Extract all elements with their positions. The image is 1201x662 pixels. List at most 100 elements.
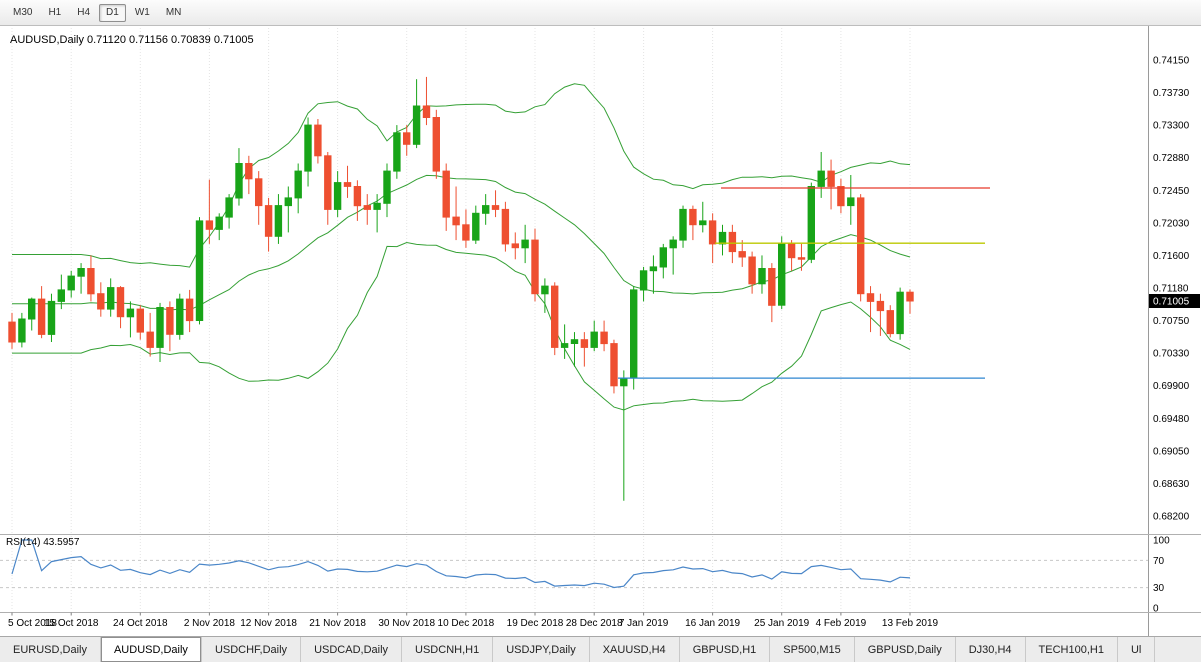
- date-axis-label: 7 Jan 2019: [619, 618, 669, 629]
- candle-body: [689, 208, 697, 226]
- candle-body: [462, 224, 470, 241]
- candle-body: [491, 205, 500, 210]
- candle-body: [343, 182, 352, 187]
- candle-body: [8, 321, 16, 343]
- candle-body: [166, 307, 174, 335]
- timeframe-button-h1[interactable]: H1: [48, 6, 62, 18]
- candle-body: [787, 243, 796, 259]
- candle-body: [136, 308, 145, 333]
- candle-body: [896, 291, 904, 335]
- timeframe-button-mn[interactable]: MN: [165, 6, 182, 18]
- candle-body: [560, 343, 569, 348]
- chart-tab[interactable]: DJ30,H4: [956, 637, 1026, 662]
- chart-tab[interactable]: USDCNH,H1: [402, 637, 494, 662]
- candle-body: [432, 117, 441, 172]
- candle-body: [837, 186, 845, 207]
- candle-body: [886, 310, 894, 335]
- candle-body: [817, 170, 825, 187]
- candle-body: [77, 268, 85, 277]
- chart-tab[interactable]: GBPUSD,Daily: [855, 637, 956, 662]
- timeframe-button-w1[interactable]: W1: [134, 6, 150, 18]
- chart-area[interactable]: 0.74150 0.73730 0.73300 0.72880 0.72450 0.720…: [0, 26, 1201, 636]
- timeframe-button-d1[interactable]: D1: [99, 3, 126, 22]
- candle-body: [501, 208, 510, 245]
- rsi-line: [11, 539, 911, 589]
- candle-body: [442, 170, 450, 218]
- candle-body: [383, 170, 391, 204]
- chart-tab[interactable]: AUDUSD,Daily: [100, 637, 202, 662]
- candle-body: [876, 300, 885, 312]
- candle-body: [324, 155, 332, 210]
- candle-body: [215, 216, 223, 230]
- candle-body: [600, 331, 608, 345]
- price-axis-label: 0.69050: [1153, 446, 1190, 457]
- candle-body: [580, 339, 589, 348]
- candle-body: [708, 220, 717, 245]
- candle-body: [176, 298, 184, 335]
- chart-tab[interactable]: USDCHF,Daily: [202, 637, 302, 662]
- candle-body: [373, 202, 381, 210]
- timeframe-button-h4[interactable]: H4: [77, 6, 91, 18]
- candle-body: [235, 163, 243, 199]
- candle-body: [333, 182, 342, 210]
- chart-tab[interactable]: TECH100,H1: [1026, 637, 1118, 662]
- date-axis-label: 13 Feb 2019: [882, 618, 939, 629]
- date-axis-label: 25 Jan 2019: [754, 618, 809, 629]
- candle-body: [472, 212, 480, 241]
- candle-body: [403, 132, 411, 145]
- chart-tab[interactable]: GBPUSD,H1: [680, 637, 771, 662]
- candle-body: [452, 216, 460, 226]
- candle-body: [748, 256, 756, 285]
- candle-body: [47, 300, 56, 335]
- candle-body: [67, 275, 75, 291]
- price-axis-label: 0.74150: [1153, 56, 1190, 67]
- candle-body: [304, 124, 312, 172]
- timeframe-button-m30[interactable]: M30: [13, 6, 33, 18]
- candle-body: [768, 268, 776, 306]
- candle-body: [225, 197, 233, 218]
- candle-body: [649, 266, 658, 272]
- chart-tab[interactable]: XAUUSD,H4: [590, 637, 680, 662]
- chart-tab[interactable]: SP500,M15: [770, 637, 855, 662]
- bollinger-band-line: [12, 241, 911, 411]
- rsi-scale-label: 0: [1153, 604, 1159, 615]
- price-axis-label: 0.72450: [1153, 186, 1190, 197]
- candle-body: [353, 186, 362, 207]
- candle-body: [541, 285, 549, 295]
- candle-body: [610, 343, 618, 387]
- price-axis-label: 0.68200: [1153, 512, 1190, 523]
- chart-tab[interactable]: EURUSD,Daily: [0, 637, 101, 662]
- candle-body: [639, 270, 648, 291]
- candle-body: [87, 268, 95, 295]
- price-axis-label: 0.72030: [1153, 218, 1190, 229]
- price-axis-label: 0.72880: [1153, 153, 1190, 164]
- chart-ohlc-title: AUDUSD,Daily 0.71120 0.71156 0.70839 0.7…: [10, 34, 254, 46]
- candle-body: [758, 268, 766, 285]
- candle-body: [107, 287, 115, 310]
- date-axis-label: 15 Oct 2018: [44, 618, 99, 629]
- date-axis-label: 21 Nov 2018: [309, 618, 366, 629]
- candle-body: [314, 124, 322, 157]
- price-axis-label: 0.70330: [1153, 349, 1190, 360]
- chart-canvas[interactable]: 0.74150 0.73730 0.73300 0.72880 0.72450 0.720…: [0, 26, 1201, 636]
- chart-tab[interactable]: Ul: [1118, 637, 1156, 662]
- candle-body: [590, 331, 598, 348]
- candle-body: [205, 220, 214, 230]
- candle-body: [294, 170, 302, 199]
- candle-body: [126, 308, 135, 318]
- date-axis-label: 12 Nov 2018: [240, 618, 297, 629]
- candle-body: [718, 231, 727, 245]
- candle-body: [363, 205, 372, 210]
- chart-tab[interactable]: USDCAD,Daily: [301, 637, 403, 662]
- date-axis-label: 19 Dec 2018: [507, 618, 564, 629]
- candle-body: [422, 105, 431, 118]
- candle-body: [18, 318, 26, 343]
- candle-body: [906, 291, 914, 302]
- rsi-scale-label: 70: [1153, 556, 1165, 567]
- chart-tab[interactable]: USDJPY,Daily: [493, 637, 590, 662]
- candle-body: [393, 132, 401, 172]
- date-axis-label: 4 Feb 2019: [816, 618, 867, 629]
- candle-body: [412, 105, 421, 145]
- candle-body: [146, 331, 154, 348]
